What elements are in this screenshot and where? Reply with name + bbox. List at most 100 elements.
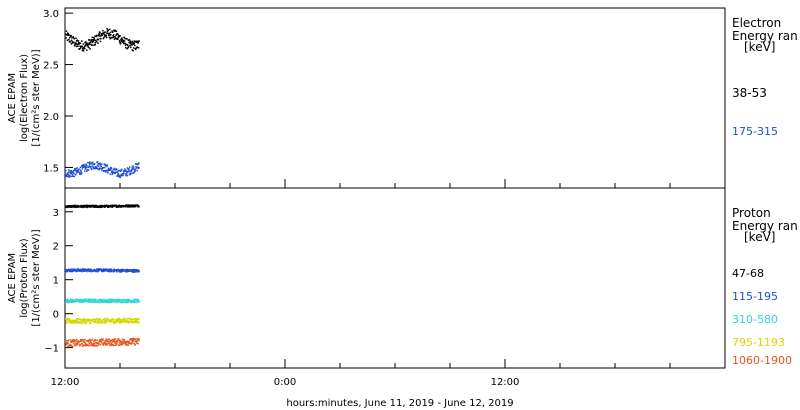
data-point xyxy=(91,36,94,39)
data-point xyxy=(111,341,113,344)
data-point xyxy=(101,322,103,324)
data-point xyxy=(132,43,135,45)
data-point xyxy=(67,32,69,34)
series-proton-1060-1900 xyxy=(65,337,140,348)
data-point xyxy=(129,172,131,175)
data-point xyxy=(90,167,92,169)
data-point xyxy=(89,320,91,322)
data-point xyxy=(72,175,74,177)
data-point xyxy=(94,269,96,271)
data-point xyxy=(70,172,72,174)
data-point xyxy=(88,342,91,344)
data-point xyxy=(89,162,92,165)
data-point xyxy=(111,206,114,208)
data-point xyxy=(73,320,76,322)
data-point xyxy=(88,165,90,168)
data-point xyxy=(133,321,135,323)
data-point xyxy=(135,319,137,321)
data-point xyxy=(85,321,87,323)
data-point xyxy=(107,343,109,345)
data-point xyxy=(101,299,103,301)
data-point xyxy=(135,299,137,301)
data-point xyxy=(90,39,92,41)
data-point xyxy=(92,343,94,345)
data-point xyxy=(113,167,116,170)
data-point xyxy=(134,48,137,51)
data-point xyxy=(126,298,128,301)
data-point xyxy=(108,168,111,170)
data-point xyxy=(133,318,135,321)
data-point xyxy=(121,343,123,345)
data-point xyxy=(129,320,132,323)
data-point xyxy=(103,31,105,34)
data-point xyxy=(128,341,130,343)
data-point xyxy=(108,342,111,344)
data-point xyxy=(133,271,135,273)
data-point xyxy=(68,38,70,41)
data-point xyxy=(129,338,132,340)
data-point xyxy=(109,169,112,171)
data-point xyxy=(106,30,109,33)
data-point xyxy=(99,301,102,304)
data-point xyxy=(110,344,112,346)
data-point xyxy=(70,301,73,303)
data-point xyxy=(134,170,136,172)
data-point xyxy=(88,43,90,45)
data-point xyxy=(124,299,126,301)
data-point xyxy=(99,318,102,321)
data-point xyxy=(104,340,106,342)
data-point xyxy=(76,338,78,341)
data-point xyxy=(100,167,103,170)
data-point xyxy=(70,341,72,343)
data-point xyxy=(138,339,140,342)
data-point xyxy=(103,36,105,39)
data-point xyxy=(128,204,131,206)
data-point xyxy=(74,43,77,45)
legend-proton-310-580: 310-580 xyxy=(732,313,778,326)
data-point xyxy=(105,34,107,37)
data-point xyxy=(72,342,75,345)
data-point xyxy=(101,320,103,322)
data-point xyxy=(109,341,112,343)
data-point xyxy=(104,343,107,345)
data-point xyxy=(84,165,87,168)
data-point xyxy=(116,170,119,173)
data-point xyxy=(131,168,134,170)
data-point xyxy=(108,36,111,38)
data-point xyxy=(95,206,98,208)
data-point xyxy=(86,170,88,172)
data-point xyxy=(107,341,110,343)
data-point xyxy=(86,49,88,51)
data-point xyxy=(121,37,123,39)
data-point xyxy=(91,161,94,164)
data-point xyxy=(119,175,121,177)
data-point xyxy=(102,338,104,340)
data-point xyxy=(76,318,79,320)
data-point xyxy=(87,46,89,48)
data-point xyxy=(116,206,118,208)
data-point xyxy=(134,343,136,346)
data-point xyxy=(87,44,90,46)
data-point xyxy=(131,166,133,168)
data-point xyxy=(94,339,97,341)
data-point xyxy=(117,175,120,177)
data-point xyxy=(81,343,83,345)
data-point xyxy=(89,270,91,272)
data-point xyxy=(68,176,71,178)
data-point xyxy=(73,41,75,44)
data-point xyxy=(83,319,85,321)
data-point xyxy=(134,205,137,208)
data-point xyxy=(96,34,98,37)
data-point xyxy=(83,166,86,168)
legend-proton-1060-1900: 1060-1900 xyxy=(732,354,792,367)
data-point xyxy=(69,174,71,177)
data-point xyxy=(75,37,77,39)
data-point xyxy=(86,164,88,167)
data-point xyxy=(75,339,77,342)
data-point xyxy=(102,32,104,34)
data-point xyxy=(76,167,78,169)
data-point xyxy=(112,343,114,346)
electron-ylabel-line3: [1/(cm²s ster MeV)] xyxy=(31,49,42,146)
data-point xyxy=(114,338,117,340)
data-point xyxy=(134,320,137,322)
